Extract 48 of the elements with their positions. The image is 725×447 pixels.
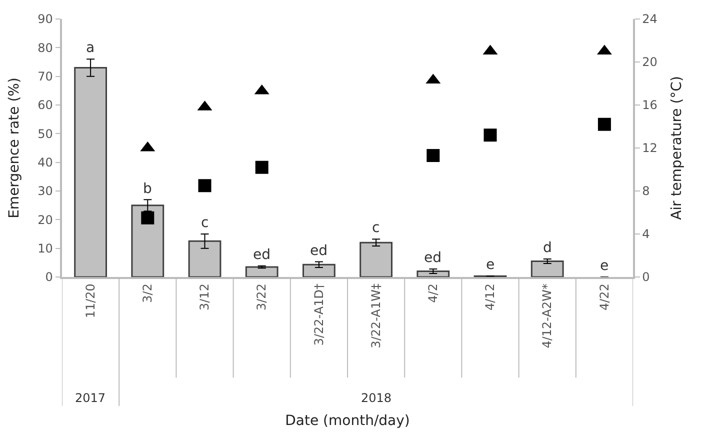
data-label: d — [543, 240, 552, 256]
point — [484, 128, 497, 142]
x-tick-label: 3/22-A1W‡ — [368, 284, 383, 348]
data-label: ed — [253, 247, 270, 263]
x-tick-label: 4/12 — [483, 284, 498, 311]
y2-axis-title: Air temperature (°C) — [669, 76, 686, 220]
data-label: a — [86, 40, 95, 56]
y-tick-label: 0 — [45, 270, 53, 284]
point — [198, 179, 212, 192]
text: 2018 — [361, 391, 392, 405]
y2-tick-label: 12 — [642, 141, 658, 156]
y-tick-label: 90 — [38, 12, 53, 26]
data-label: c — [201, 215, 209, 231]
text: 2017 — [75, 391, 106, 405]
data-label: e — [486, 257, 495, 273]
x-tick-label: 3/12 — [198, 284, 212, 311]
y2-tick-label: 16 — [642, 98, 658, 112]
x-tick-label: 4/12-A2W* — [540, 284, 554, 348]
data-label: c — [372, 220, 380, 236]
x-tick-label: 3/2 — [140, 284, 155, 303]
point — [141, 211, 154, 224]
y-tick-label: 50 — [38, 126, 53, 141]
point — [598, 118, 611, 131]
x-tick-label: 11/20 — [83, 284, 98, 318]
y2-tick-label: 24 — [642, 12, 658, 26]
data-label: e — [600, 258, 609, 274]
x-tick-label: 3/22 — [254, 284, 269, 311]
y-tick-label: 10 — [38, 242, 53, 256]
y-tick-label: 80 — [38, 40, 53, 55]
y-tick-label: 70 — [38, 70, 53, 84]
y-tick-label: 20 — [38, 212, 53, 227]
y2-tick-label: 0 — [642, 270, 650, 284]
point — [426, 149, 440, 162]
y2-tick-label: 4 — [642, 227, 650, 242]
y-axis-title: Emergence rate (%) — [6, 78, 23, 218]
x-tick-label: 3/22-A1D† — [312, 284, 326, 346]
data-label: ed — [424, 250, 442, 266]
y2-tick-label: 20 — [642, 55, 658, 70]
y-tick-label: 60 — [38, 98, 53, 112]
x-tick-label: 4/22 — [597, 284, 612, 311]
y-tick-label: 30 — [38, 184, 53, 198]
x-axis-title: Date (month/day) — [285, 413, 410, 430]
data-label: ed — [310, 243, 328, 259]
y2-tick-label: 8 — [642, 184, 650, 198]
x-tick-label: 4/2 — [426, 284, 440, 303]
data-label: b — [143, 181, 152, 197]
point — [255, 160, 268, 174]
y-tick-label: 40 — [38, 156, 53, 170]
